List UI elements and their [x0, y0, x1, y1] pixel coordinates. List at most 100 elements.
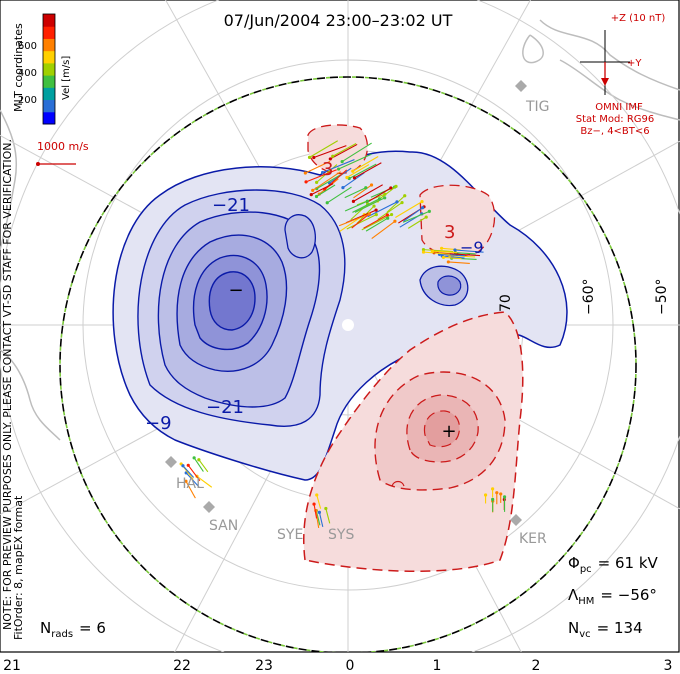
velocity-vector: [332, 142, 357, 157]
velocity-vector-origin: [395, 200, 399, 204]
velocity-vector: [432, 250, 458, 254]
velocity-vector-origin: [304, 180, 308, 184]
coastlines: [0, 19, 680, 441]
contour-label-minus21-bottom: −21: [206, 397, 244, 418]
velocity-vector-origin: [394, 184, 398, 189]
velocity-vector-origin: [421, 248, 426, 252]
velocity-vector: [185, 480, 196, 499]
velocity-vector-origin: [383, 196, 387, 200]
coordinates-label: MLT coordinates: [12, 23, 25, 112]
colorbar-tick-200: 200: [18, 95, 37, 106]
velocity-vector: [312, 171, 341, 191]
velocity-vector-origin: [184, 479, 188, 483]
velocity-vector-origin: [181, 464, 185, 468]
potential-min-marker: −: [228, 280, 243, 301]
velocity-vector: [351, 213, 370, 229]
velocity-vector: [353, 184, 383, 202]
velocity-vector-origin: [351, 199, 356, 203]
station-marker-hal: [165, 456, 177, 468]
velocity-vector: [448, 261, 470, 265]
velocity-vector: [313, 145, 347, 159]
velocity-vector: [313, 503, 318, 519]
velocity-vector: [377, 202, 403, 220]
velocity-vector-origin: [345, 175, 349, 180]
velocity-vector: [316, 172, 344, 190]
velocity-vector-origin: [324, 506, 328, 511]
velocity-vector: [395, 201, 423, 218]
imf-condition: Bz−, 4<BT<6: [580, 126, 649, 137]
velocity-vector: [407, 216, 427, 229]
velocity-vector: [346, 214, 377, 230]
velocity-vector: [442, 255, 465, 259]
velocity-vector: [363, 214, 388, 229]
velocity-vector: [322, 159, 355, 174]
positive-potential-cell: [303, 124, 524, 572]
velocity-vector-origin: [393, 219, 397, 223]
colorbar-swatch: [43, 99, 55, 113]
velocity-vector-origin: [352, 176, 357, 180]
contour-label-minus9-right: −9: [460, 238, 484, 257]
colorbar-swatch: [43, 14, 55, 27]
velocity-vector: [305, 169, 337, 183]
velocity-vector: [193, 457, 204, 472]
velocity-vector-origin: [312, 502, 316, 506]
velocity-vector-origin: [317, 510, 322, 514]
imf-z-label: +Z (10 nT): [611, 13, 666, 24]
velocity-vector: [326, 186, 352, 204]
velocity-vector: [305, 160, 331, 174]
velocity-vector: [423, 249, 454, 253]
velocity-vector-origin: [311, 188, 315, 192]
velocity-vector-origin: [328, 157, 332, 161]
velocity-vector-origin: [374, 212, 378, 217]
velocity-vector-origin: [424, 215, 428, 219]
velocity-vector-origin: [351, 169, 355, 173]
contour-label-minus21-top: −21: [212, 195, 250, 216]
velocity-vector-origin: [403, 194, 407, 198]
colorbar-swatch: [43, 26, 55, 39]
velocity-vector: [365, 187, 392, 204]
velocity-vector-origin: [491, 487, 495, 491]
velocity-vector-origin: [312, 155, 316, 160]
velocity-vector-origin: [491, 497, 495, 501]
station-label-san: SAN: [209, 518, 238, 534]
velocity-vector-origin: [341, 186, 345, 190]
velocity-vector-origin: [440, 246, 444, 250]
fit-info: FitOrder: 8, mapEX format: [12, 495, 25, 640]
mlt-tick-2: 2: [532, 658, 541, 674]
velocity-vector-origin: [385, 213, 389, 217]
mlt-tick-1: 1: [433, 658, 442, 674]
colorbar-label: Vel [m/s]: [61, 56, 72, 100]
velocity-vector-origin: [374, 208, 378, 212]
colorbar-swatch: [43, 50, 55, 64]
lat-label-70: 70: [498, 294, 514, 312]
imf-indicator: +Z (10 nT) +Y OMNI IMF Stat Mod: RG96 Bz…: [576, 13, 666, 137]
velocity-vector-origin: [420, 200, 424, 204]
reference-vector-label: 1000 m/s: [37, 140, 89, 153]
velocity-vector-origin: [499, 492, 503, 496]
lat-label-minus50: −50°: [654, 278, 670, 315]
velocity-vector: [352, 156, 379, 172]
contour-label-3-left: 3: [322, 159, 333, 180]
velocity-vector: [338, 213, 370, 227]
reference-vector: 1000 m/s: [36, 140, 89, 166]
page-title: 07/Jun/2004 23:00–23:02 UT: [224, 11, 453, 30]
velocity-vector-origin: [430, 249, 434, 253]
velocity-vector: [344, 200, 368, 212]
colorbar-swatch: [43, 62, 55, 76]
preview-notice: NOTE: FOR PREVIEW PURPOSES ONLY. PLEASE …: [1, 139, 14, 630]
velocity-vector: [454, 249, 484, 253]
velocity-vector: [182, 465, 195, 478]
velocity-vector-origin: [364, 186, 368, 190]
mlt-tick-0: 0: [346, 658, 355, 674]
imf-caption: OMNI IMF: [595, 102, 643, 113]
velocity-vector-origin: [389, 212, 394, 217]
colorbar-swatches: [43, 14, 55, 125]
velocity-vector: [348, 163, 377, 180]
velocity-vector: [316, 184, 336, 197]
velocity-vector-origin: [309, 193, 313, 197]
velocity-vector: [367, 201, 398, 218]
velocity-vector-origin: [314, 194, 319, 199]
velocity-vector: [439, 253, 465, 257]
velocity-vector-origin: [303, 171, 307, 175]
colorbar-tick-600: 600: [18, 41, 37, 52]
